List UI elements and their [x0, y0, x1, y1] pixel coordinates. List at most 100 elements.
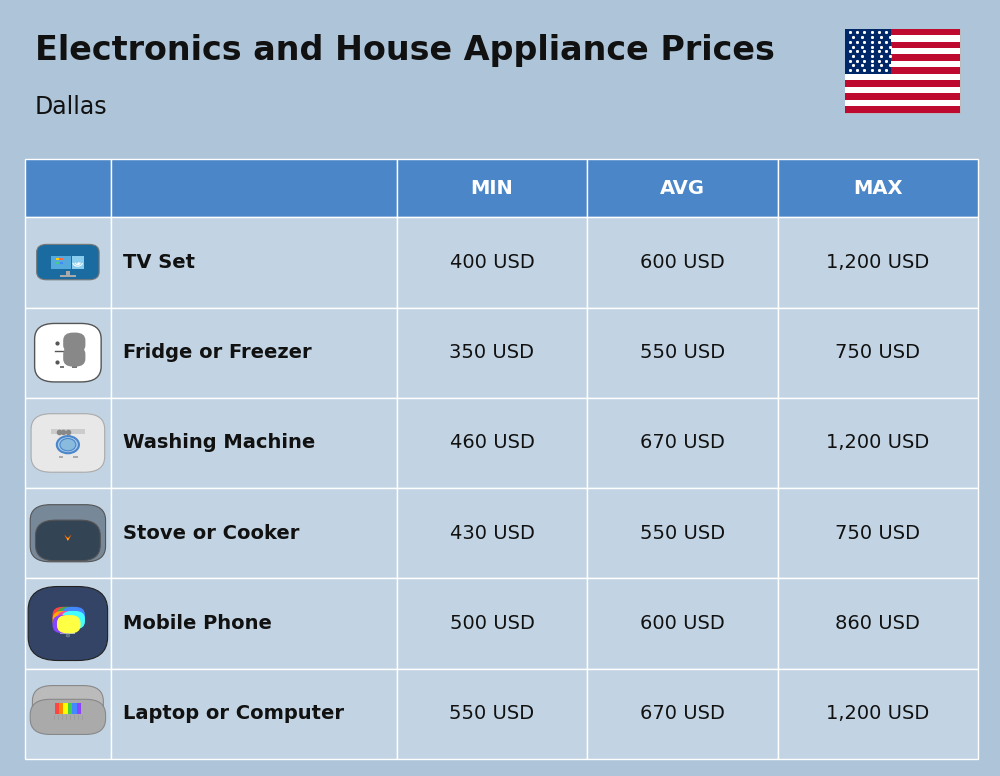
- Text: AVG: AVG: [660, 178, 705, 198]
- FancyBboxPatch shape: [60, 614, 75, 634]
- Text: 670 USD: 670 USD: [640, 705, 725, 723]
- FancyBboxPatch shape: [25, 307, 111, 398]
- FancyBboxPatch shape: [63, 346, 85, 366]
- FancyBboxPatch shape: [51, 429, 85, 435]
- FancyBboxPatch shape: [32, 685, 103, 731]
- Circle shape: [68, 531, 75, 535]
- Text: Washing Machine: Washing Machine: [123, 434, 315, 452]
- FancyBboxPatch shape: [778, 398, 978, 488]
- Text: Mobile Phone: Mobile Phone: [123, 614, 272, 633]
- Text: Dallas: Dallas: [35, 95, 108, 119]
- FancyBboxPatch shape: [111, 307, 397, 398]
- FancyBboxPatch shape: [111, 669, 397, 759]
- FancyBboxPatch shape: [61, 607, 85, 625]
- FancyBboxPatch shape: [397, 488, 587, 578]
- FancyBboxPatch shape: [778, 488, 978, 578]
- FancyBboxPatch shape: [397, 578, 587, 669]
- FancyBboxPatch shape: [845, 61, 960, 68]
- FancyBboxPatch shape: [845, 29, 960, 113]
- FancyBboxPatch shape: [53, 611, 76, 629]
- FancyBboxPatch shape: [63, 703, 68, 714]
- FancyBboxPatch shape: [25, 488, 111, 578]
- FancyBboxPatch shape: [53, 615, 76, 633]
- FancyBboxPatch shape: [72, 703, 77, 714]
- Text: MIN: MIN: [471, 178, 513, 198]
- FancyBboxPatch shape: [63, 333, 85, 353]
- FancyBboxPatch shape: [30, 504, 106, 562]
- FancyBboxPatch shape: [397, 669, 587, 759]
- FancyBboxPatch shape: [778, 669, 978, 759]
- FancyBboxPatch shape: [845, 29, 891, 74]
- FancyBboxPatch shape: [57, 611, 81, 629]
- FancyBboxPatch shape: [111, 217, 397, 307]
- Text: 550 USD: 550 USD: [640, 343, 725, 362]
- FancyBboxPatch shape: [587, 217, 778, 307]
- FancyBboxPatch shape: [845, 74, 960, 80]
- Text: 750 USD: 750 USD: [835, 524, 920, 542]
- FancyBboxPatch shape: [845, 68, 960, 74]
- FancyBboxPatch shape: [845, 87, 960, 93]
- Text: 500 USD: 500 USD: [450, 614, 534, 633]
- Text: 1,200 USD: 1,200 USD: [826, 434, 930, 452]
- FancyBboxPatch shape: [778, 578, 978, 669]
- Text: 400 USD: 400 USD: [450, 253, 534, 272]
- Circle shape: [66, 634, 70, 637]
- FancyBboxPatch shape: [56, 262, 59, 265]
- FancyBboxPatch shape: [845, 106, 960, 113]
- FancyBboxPatch shape: [397, 307, 587, 398]
- FancyBboxPatch shape: [35, 324, 101, 382]
- FancyBboxPatch shape: [397, 398, 587, 488]
- FancyBboxPatch shape: [72, 365, 77, 368]
- Text: 600 USD: 600 USD: [640, 253, 725, 272]
- FancyBboxPatch shape: [397, 217, 587, 307]
- Circle shape: [68, 525, 75, 530]
- FancyBboxPatch shape: [25, 669, 111, 759]
- FancyBboxPatch shape: [36, 520, 100, 561]
- Text: 460 USD: 460 USD: [450, 434, 534, 452]
- FancyBboxPatch shape: [778, 217, 978, 307]
- FancyBboxPatch shape: [587, 398, 778, 488]
- Text: TV Set: TV Set: [123, 253, 195, 272]
- Circle shape: [57, 436, 79, 453]
- Circle shape: [55, 525, 61, 530]
- FancyBboxPatch shape: [61, 611, 85, 629]
- FancyBboxPatch shape: [57, 615, 81, 633]
- FancyBboxPatch shape: [56, 258, 59, 261]
- FancyBboxPatch shape: [587, 578, 778, 669]
- Text: 550 USD: 550 USD: [449, 705, 535, 723]
- FancyBboxPatch shape: [25, 217, 111, 307]
- FancyBboxPatch shape: [31, 414, 105, 473]
- FancyBboxPatch shape: [77, 703, 81, 714]
- FancyBboxPatch shape: [59, 456, 63, 458]
- FancyBboxPatch shape: [55, 703, 59, 714]
- Text: MAX: MAX: [853, 178, 903, 198]
- Text: 1,200 USD: 1,200 USD: [826, 253, 930, 272]
- FancyBboxPatch shape: [60, 275, 76, 277]
- FancyBboxPatch shape: [51, 255, 71, 268]
- Text: 1,200 USD: 1,200 USD: [826, 705, 930, 723]
- FancyBboxPatch shape: [111, 398, 397, 488]
- Text: 550 USD: 550 USD: [640, 524, 725, 542]
- FancyBboxPatch shape: [587, 307, 778, 398]
- Text: Electronics and House Appliance Prices: Electronics and House Appliance Prices: [35, 34, 775, 67]
- FancyBboxPatch shape: [778, 307, 978, 398]
- Text: 430 USD: 430 USD: [450, 524, 534, 542]
- FancyBboxPatch shape: [845, 80, 960, 87]
- Text: 670 USD: 670 USD: [640, 434, 725, 452]
- FancyBboxPatch shape: [845, 29, 960, 35]
- FancyBboxPatch shape: [60, 258, 63, 261]
- FancyBboxPatch shape: [57, 607, 81, 625]
- FancyBboxPatch shape: [397, 159, 587, 217]
- FancyBboxPatch shape: [60, 262, 63, 265]
- FancyBboxPatch shape: [845, 54, 960, 61]
- Text: 750 USD: 750 USD: [835, 343, 920, 362]
- FancyBboxPatch shape: [587, 669, 778, 759]
- Polygon shape: [64, 535, 71, 541]
- FancyBboxPatch shape: [587, 159, 778, 217]
- FancyBboxPatch shape: [37, 244, 99, 280]
- FancyBboxPatch shape: [66, 272, 70, 275]
- Text: 860 USD: 860 USD: [835, 614, 920, 633]
- FancyBboxPatch shape: [53, 607, 76, 625]
- Text: 600 USD: 600 USD: [640, 614, 725, 633]
- FancyBboxPatch shape: [845, 99, 960, 106]
